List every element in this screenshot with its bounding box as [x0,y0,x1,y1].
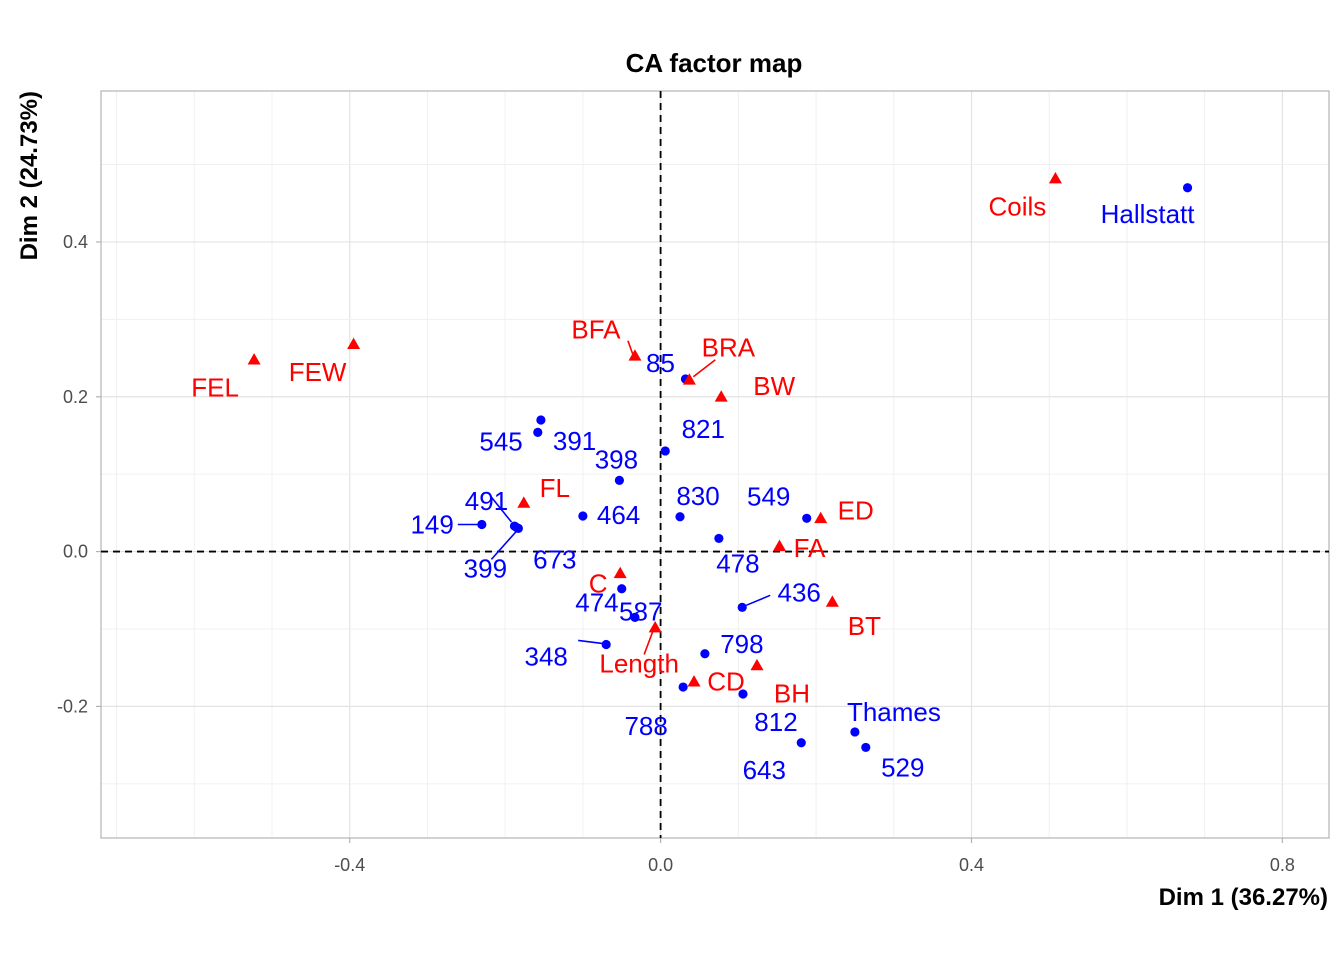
data-points [247,171,1193,753]
x-tick-label: 0.8 [1270,855,1295,875]
connector-bra [692,359,716,378]
point-398 [614,475,625,485]
label-cd: CD [707,667,745,697]
label-few: FEW [289,357,347,387]
triangle-fel [247,353,261,365]
connector-436 [745,594,771,607]
point-673 [512,522,522,533]
label-bh: BH [774,678,810,708]
point-587 [617,584,627,594]
triangle-length [648,620,662,633]
label-549: 549 [747,481,790,511]
label-798: 798 [720,629,763,659]
point-549 [802,513,812,523]
triangle-bfa [628,349,642,361]
y-tick-label: 0.0 [63,542,88,562]
axis-ticks: -0.4 0.0 0.4 0.8 -0.2 0.0 0.2 0.4 [57,232,1295,875]
connector-bfa [627,340,634,356]
point-830 [675,512,685,522]
triangle-c [613,566,627,579]
label-fa: FA [794,533,826,563]
label-830: 830 [676,481,719,511]
x-axis-title: Dim 1 (36.27%) [1159,884,1328,911]
reference-lines [101,91,1329,838]
triangle-fl [517,496,531,508]
x-tick-label: 0.4 [959,855,984,875]
point-798 [700,649,710,659]
point-149 [477,519,487,530]
triangle-bw [714,390,728,402]
point-348 [601,639,611,650]
y-tick-label: -0.2 [57,696,88,716]
connector-length [643,630,654,655]
grid [101,91,1329,838]
y-tick-label: 0.2 [63,387,88,407]
connector-399 [490,530,517,560]
x-tick-label: 0.0 [648,855,673,875]
label-bt: BT [848,611,881,641]
label-529: 529 [881,752,924,782]
label-643: 643 [743,755,786,785]
label-348: 348 [524,641,567,671]
label-c: C [589,568,608,598]
label-fl: FL [540,473,570,503]
point-474 [630,612,640,622]
label-391: 391 [553,426,596,456]
connector-491 [489,495,513,523]
label-812: 812 [754,707,797,737]
point-436 [737,602,747,612]
triangle-bt [825,595,839,607]
triangle-ed [814,511,828,524]
label-545: 545 [479,426,522,456]
label-491: 491 [465,486,508,516]
triangle-few [347,337,361,350]
label-85: 85 [646,348,675,378]
label-788: 788 [624,711,667,741]
point-464 [578,511,588,521]
connector-348 [578,639,603,645]
point-545 [533,427,543,437]
label-464: 464 [597,500,640,530]
point-529 [861,742,871,753]
label-bfa: BFA [571,315,621,345]
label-thames: Thames [847,697,941,727]
label-hallstatt: Hallstatt [1101,199,1196,229]
label-bra: BRA [702,333,756,363]
triangle-bh [750,658,764,671]
label-478: 478 [716,548,759,578]
label-436: 436 [778,577,821,607]
label-399: 399 [464,553,507,583]
label-fel: FEL [191,373,239,403]
x-tick-label: -0.4 [334,855,365,875]
triangle-bra [682,373,696,385]
label-398: 398 [595,444,638,474]
point-labels: Hallstatt 85 391 545 821 398 491 464 830 549 149 39… [191,191,1195,784]
label-821: 821 [682,414,725,444]
point-821 [660,446,670,456]
label-length: Length [599,648,679,678]
triangle-fa [773,539,787,552]
label-connectors [457,340,771,655]
point-478 [714,533,724,544]
label-bw: BW [753,371,795,401]
label-673: 673 [533,545,576,575]
triangle-cd [687,675,701,687]
point-812 [738,689,748,699]
chart-title: CA factor map [626,48,803,78]
plot-panel-border [100,90,1330,839]
label-587: 587 [619,597,662,627]
triangle-coils [1048,171,1062,184]
label-coils: Coils [989,191,1047,221]
point-thames [850,727,860,737]
y-tick-label: 0.4 [63,232,88,252]
label-474: 474 [575,587,618,617]
label-ed: ED [838,495,874,525]
y-axis-title: Dim 2 (24.73%) [16,91,43,260]
point-391 [536,415,546,425]
point-hallstatt [1182,183,1193,193]
point-643 [796,738,806,748]
label-149: 149 [410,509,453,539]
point-788 [678,682,688,692]
